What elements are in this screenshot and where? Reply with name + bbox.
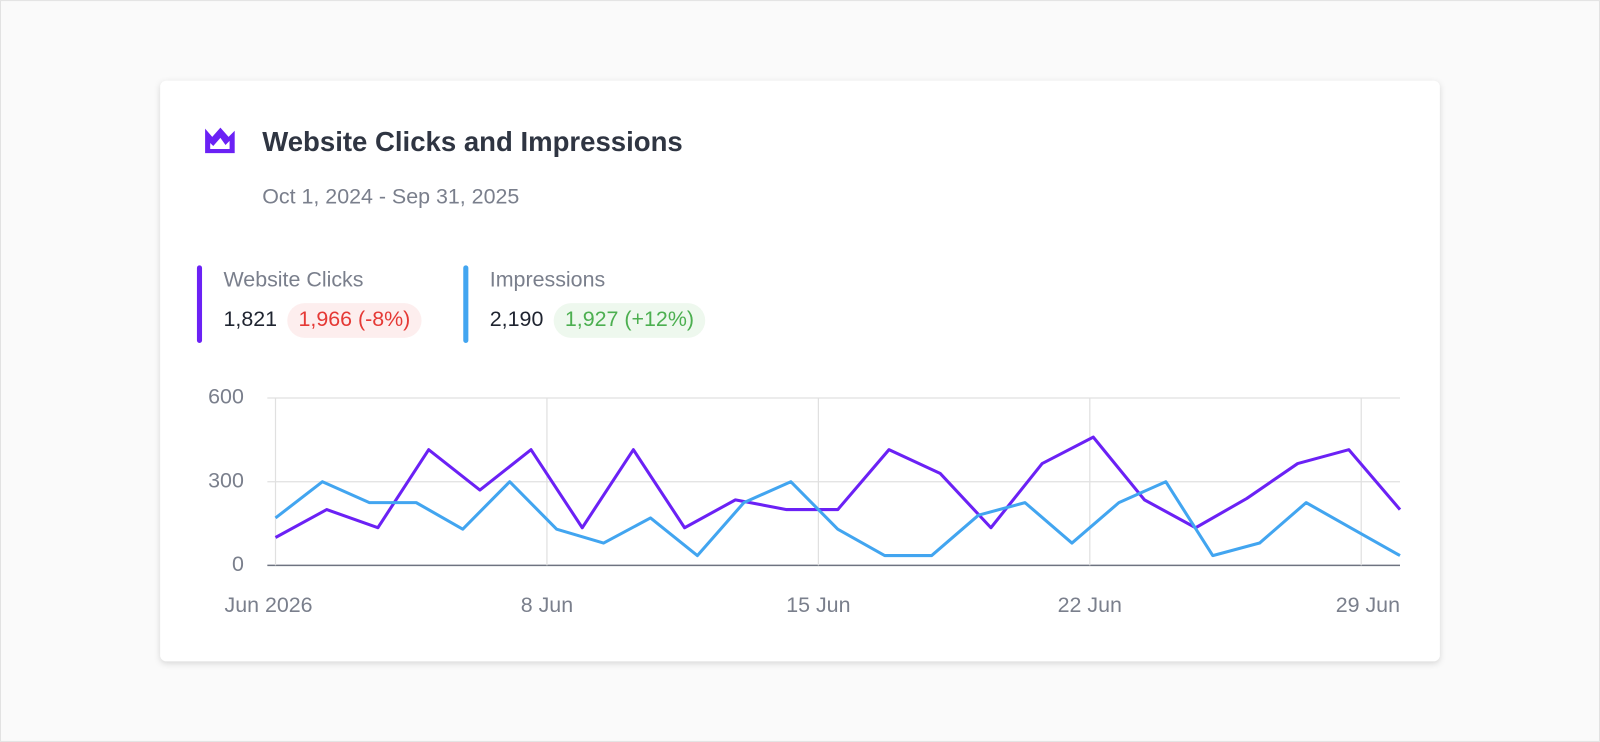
legend-bar xyxy=(463,265,469,343)
card-title: Website Clicks and Impressions xyxy=(262,126,682,157)
y-tick-label: 300 xyxy=(208,468,244,492)
x-tick-label: Jun 2026 xyxy=(224,593,312,617)
series-line xyxy=(274,480,1401,558)
x-tick-label: 8 Jun xyxy=(521,593,573,617)
legend: Website Clicks 1,821 1,966 (-8%) Impression… xyxy=(196,265,706,343)
kpi-badge xyxy=(553,303,706,338)
x-tick-label: 15 Jun xyxy=(786,593,850,617)
plot: 0 300 600 Jun 2026 8 Jun 15 Jun 22 Jun 29 Jun xyxy=(208,385,1402,617)
legend-bar xyxy=(196,265,203,343)
series-line xyxy=(274,435,1402,539)
kpi-compare: 1,966 (-8%) xyxy=(298,307,410,331)
kpi-value: 2,190 xyxy=(490,307,544,331)
legend-name: Website Clicks xyxy=(223,267,363,291)
kpi-value: 1,821 xyxy=(223,307,277,331)
kpi-badge xyxy=(287,303,422,338)
x-tick-label: 29 Jun xyxy=(1336,593,1400,617)
date-range: Oct 1, 2024 - Sep 31, 2025 xyxy=(262,185,519,209)
x-tick-label: 22 Jun xyxy=(1058,593,1122,617)
card-icon xyxy=(205,127,235,154)
y-tick-label: 0 xyxy=(232,552,244,576)
kpi-compare: 1,927 (+12%) xyxy=(565,307,694,331)
legend-name: Impressions xyxy=(490,267,605,291)
y-tick-label: 600 xyxy=(208,385,244,409)
card xyxy=(160,80,1440,662)
